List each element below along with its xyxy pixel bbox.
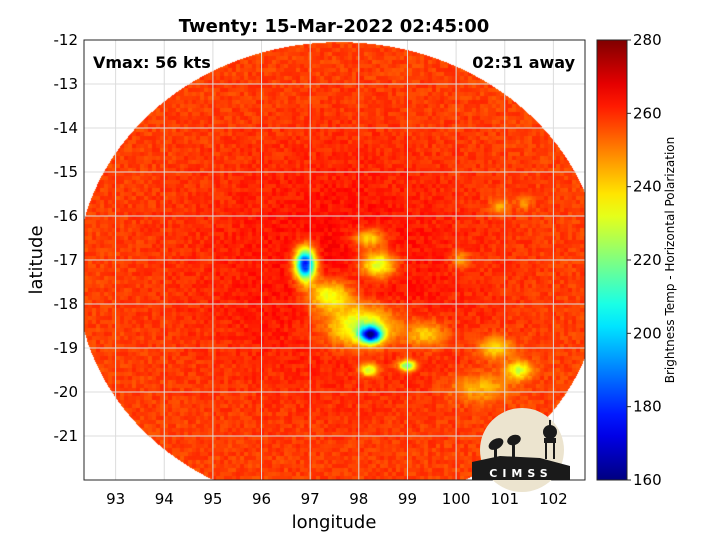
x-tick-label: 97 [301,490,320,508]
x-axis-label: longitude [292,512,377,533]
x-axis-ticks: 93 94 95 96 97 98 99 100 101 102 [106,490,568,508]
y-tick-label: -14 [54,119,79,137]
colorbar-tick-label: 260 [633,104,662,122]
vmax-annotation: Vmax: 56 kts [93,53,211,72]
colorbar-tick-label: 240 [633,178,662,196]
x-tick-label: 100 [442,490,471,508]
colorbar-tick-label: 160 [633,471,662,489]
colorbar-tick-label: 200 [633,324,662,342]
cimss-logo: CIMSS [472,408,570,492]
y-tick-label: -12 [54,31,79,49]
y-tick-label: -19 [54,339,79,357]
y-tick-label: -15 [54,163,79,181]
x-tick-label: 95 [203,490,222,508]
x-tick-label: 93 [106,490,125,508]
x-tick-label: 94 [155,490,174,508]
y-tick-label: -17 [54,251,79,269]
colorbar-tick-label: 280 [633,31,662,49]
x-tick-label: 96 [252,490,271,508]
cimss-logo-text: CIMSS [489,467,552,480]
x-tick-label: 102 [539,490,568,508]
y-tick-label: -16 [54,207,79,225]
time-away-annotation: 02:31 away [472,53,575,72]
y-axis-label: latitude [26,225,47,294]
colorbar-tick-label: 220 [633,251,662,269]
colorbar-tick-label: 180 [633,398,662,416]
chart-title: Twenty: 15-Mar-2022 02:45:00 [179,16,490,37]
colorbar: 160 180 200 220 240 260 280 Brightness Temp - … [596,31,677,489]
colorbar-ticks: 160 180 200 220 240 260 280 [627,31,662,489]
y-axis-ticks: -12 -13 -14 -15 -16 -17 -18 -19 -20 -21 [54,31,79,445]
x-tick-label: 101 [490,490,519,508]
x-tick-label: 98 [349,490,368,508]
y-tick-label: -13 [54,75,79,93]
y-tick-label: -20 [54,383,79,401]
y-tick-label: -18 [54,295,79,313]
x-tick-label: 99 [398,490,417,508]
y-tick-label: -21 [54,427,79,445]
colorbar-label: Brightness Temp - Horizontal Polarizatio… [663,137,677,384]
colorbar-gradient [596,39,628,481]
plot-border [83,39,586,481]
grid-lines [84,39,585,480]
